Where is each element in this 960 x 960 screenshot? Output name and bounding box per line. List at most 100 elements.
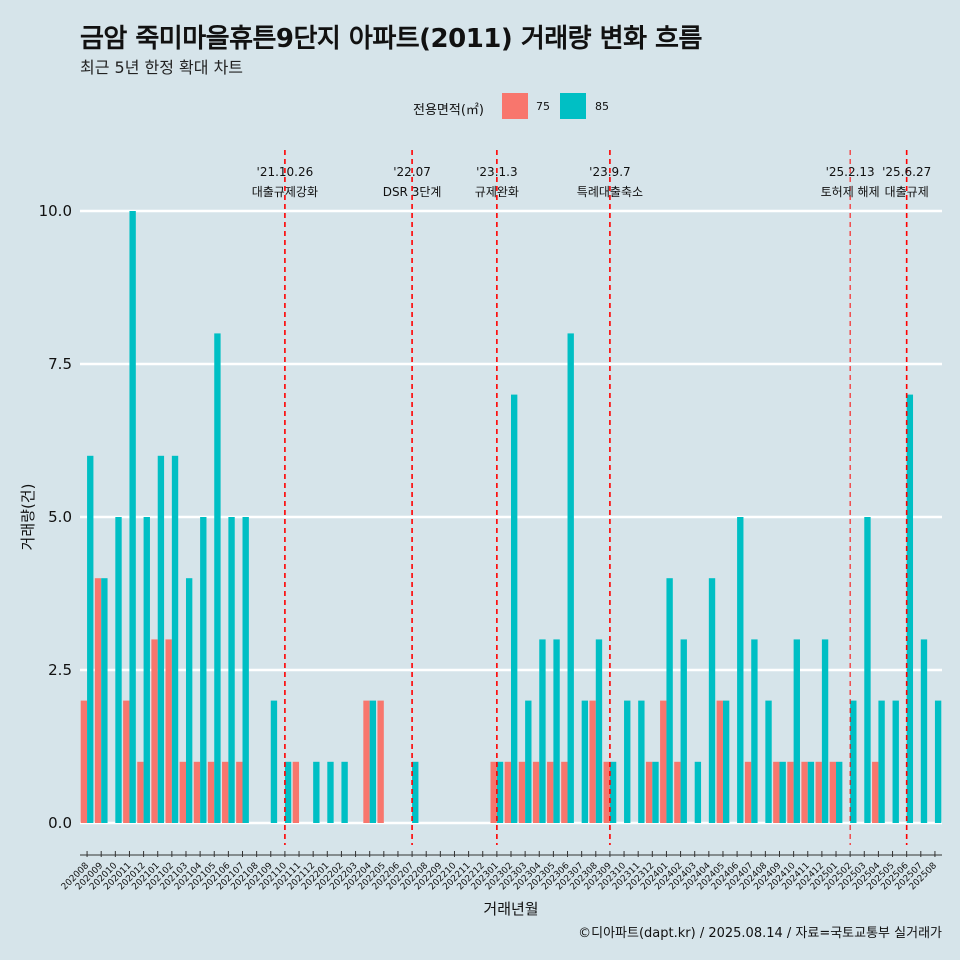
bar-85 bbox=[242, 517, 249, 823]
bar-75 bbox=[80, 700, 88, 823]
bar-75 bbox=[94, 578, 102, 823]
bar-75 bbox=[222, 761, 229, 823]
bar-85 bbox=[313, 761, 320, 823]
bar-75 bbox=[236, 761, 243, 823]
annotation-label: 대출규제강화 bbox=[252, 185, 318, 199]
y-tick-label: 0.0 bbox=[48, 814, 72, 832]
bar-75 bbox=[674, 761, 681, 823]
y-tick-label: 5.0 bbox=[48, 508, 72, 526]
bar-85 bbox=[412, 761, 419, 823]
bar-85 bbox=[553, 639, 560, 823]
bar-75 bbox=[603, 761, 610, 823]
bar-85 bbox=[737, 517, 744, 823]
bar-75 bbox=[504, 761, 511, 823]
bar-85 bbox=[87, 455, 94, 823]
bar-85 bbox=[666, 578, 673, 823]
bar-75 bbox=[363, 700, 370, 823]
chart-title: 금암 죽미마을휴튼9단지 아파트(2011) 거래량 변화 흐름 bbox=[80, 24, 702, 54]
bar-85 bbox=[327, 761, 334, 823]
bar-85 bbox=[214, 333, 221, 823]
y-tick-label: 2.5 bbox=[48, 661, 72, 679]
annotation-date: '25.6.27 bbox=[882, 165, 931, 179]
bar-75 bbox=[872, 761, 879, 823]
annotation-date: '23.1.3 bbox=[476, 165, 517, 179]
bar-layer bbox=[80, 211, 942, 823]
bar-85 bbox=[836, 761, 843, 823]
bar-75 bbox=[660, 700, 667, 823]
legend-swatch-75 bbox=[502, 93, 528, 119]
bar-85 bbox=[864, 517, 871, 823]
bar-85 bbox=[624, 700, 631, 823]
legend: 전용면적(㎡) 75 85 bbox=[0, 93, 960, 121]
bar-85 bbox=[200, 517, 207, 823]
bar-85 bbox=[341, 761, 348, 823]
bar-75 bbox=[773, 761, 780, 823]
bar-85 bbox=[115, 517, 122, 823]
annotation-date: '25.2.13 bbox=[826, 165, 875, 179]
bar-85 bbox=[708, 578, 716, 823]
legend-label-75: 75 bbox=[536, 100, 550, 113]
bar-85 bbox=[185, 578, 193, 823]
bar-75 bbox=[787, 761, 794, 823]
annotation-label: DSR 3단계 bbox=[383, 185, 442, 199]
bar-85 bbox=[793, 639, 800, 823]
bar-85 bbox=[270, 700, 278, 823]
bar-85 bbox=[934, 700, 942, 823]
legend-label-85: 85 bbox=[595, 100, 609, 113]
annotation-label: 규제완화 bbox=[475, 185, 519, 199]
bar-85 bbox=[525, 700, 532, 823]
bar-85 bbox=[228, 517, 235, 823]
bar-75 bbox=[123, 700, 130, 823]
bar-85 bbox=[369, 700, 377, 823]
annotation-date: '22.07 bbox=[393, 165, 431, 179]
annotation-layer: '21.10.26 대출규제강화 '22.07 DSR 3단계 '23.1.3 규제완화 '… bbox=[252, 150, 931, 845]
bar-85 bbox=[171, 455, 179, 823]
bar-85 bbox=[779, 761, 786, 823]
bar-75 bbox=[716, 700, 723, 823]
bar-85 bbox=[807, 761, 815, 823]
bar-75 bbox=[645, 761, 653, 823]
bar-85 bbox=[821, 639, 829, 823]
bar-75 bbox=[137, 761, 144, 823]
bar-75 bbox=[179, 761, 186, 823]
bar-75 bbox=[561, 761, 568, 823]
bar-75 bbox=[801, 761, 808, 823]
y-axis-title: 거래량(건) bbox=[19, 484, 37, 551]
annotation-label: 대출규제 bbox=[885, 185, 929, 199]
bar-85 bbox=[722, 700, 730, 823]
chart-subtitle: 최근 5년 한정 확대 차트 bbox=[80, 58, 244, 77]
bar-75 bbox=[490, 761, 497, 823]
bar-85 bbox=[652, 761, 659, 823]
annotation-label: 토허제 해제 bbox=[821, 185, 880, 199]
bar-85 bbox=[581, 700, 589, 823]
bar-85 bbox=[157, 455, 165, 823]
bar-85 bbox=[906, 394, 914, 823]
annotation-date: '21.10.26 bbox=[257, 165, 314, 179]
annotation-date: '23.9.7 bbox=[589, 165, 630, 179]
axis-layer: 0.02.55.07.510.0202008202009202010202011… bbox=[39, 202, 942, 892]
bar-75 bbox=[165, 639, 172, 823]
bar-75 bbox=[151, 639, 158, 823]
bar-75 bbox=[518, 761, 526, 823]
bar-85 bbox=[751, 639, 758, 823]
bar-85 bbox=[539, 639, 546, 823]
bar-75 bbox=[193, 761, 201, 823]
bar-85 bbox=[496, 761, 504, 823]
bar-85 bbox=[595, 639, 603, 823]
bar-85 bbox=[143, 517, 150, 823]
bar-85 bbox=[920, 639, 928, 823]
bar-75 bbox=[377, 700, 384, 823]
bar-75 bbox=[815, 761, 822, 823]
bar-85 bbox=[765, 700, 772, 823]
bar-85 bbox=[567, 333, 574, 823]
bar-85 bbox=[609, 761, 617, 823]
bar-85 bbox=[129, 211, 136, 823]
bar-85 bbox=[511, 394, 518, 823]
y-tick-label: 10.0 bbox=[39, 202, 72, 220]
bar-85 bbox=[101, 578, 108, 823]
bar-75 bbox=[547, 761, 554, 823]
y-tick-label: 7.5 bbox=[48, 355, 72, 373]
bar-85 bbox=[892, 700, 899, 823]
bar-75 bbox=[589, 700, 596, 823]
